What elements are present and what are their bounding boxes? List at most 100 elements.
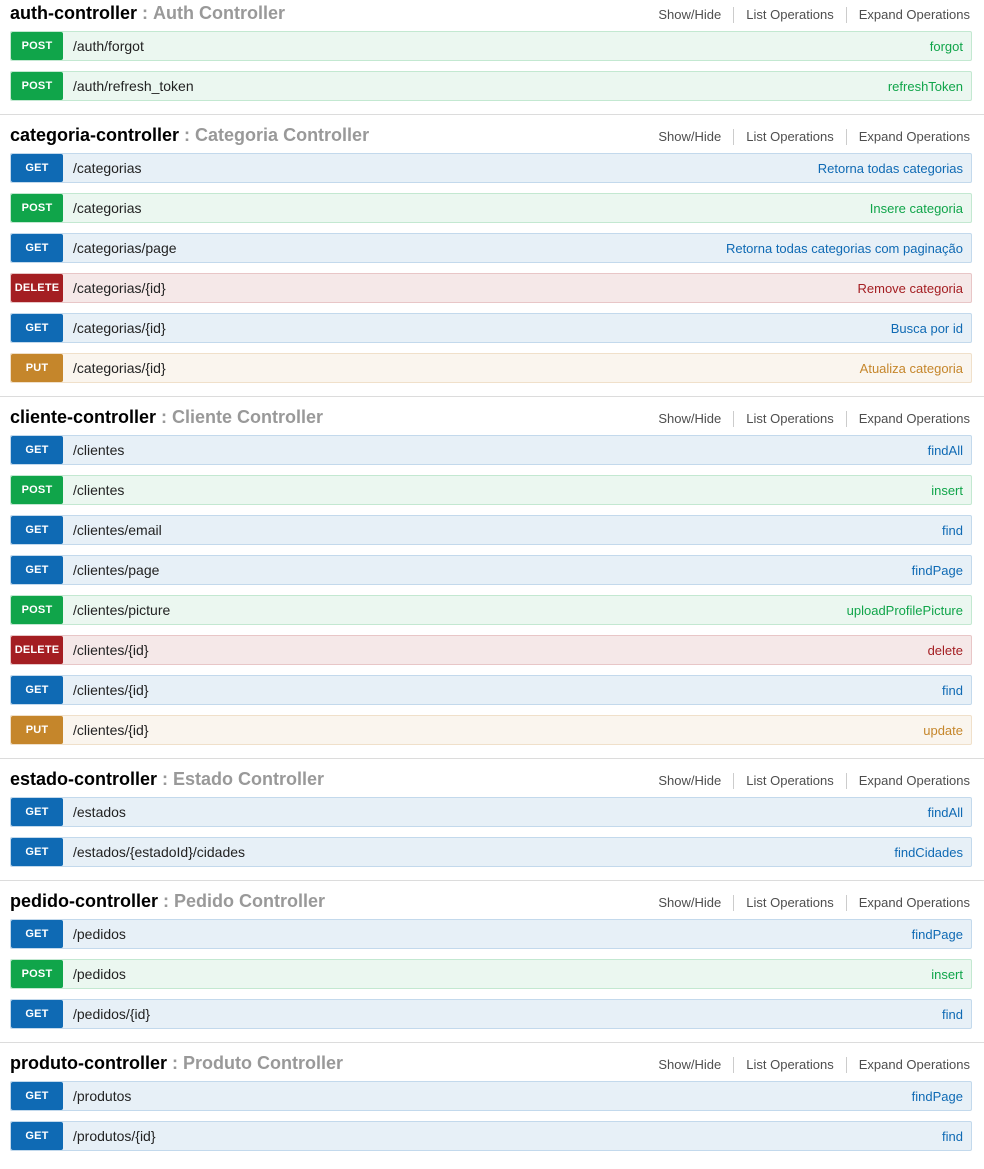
operation-nickname-link[interactable]: refreshToken — [887, 78, 963, 94]
operation-path-link[interactable]: /clientes/{id} — [73, 722, 149, 738]
operation-row[interactable]: GET /clientes/{id} find — [10, 675, 972, 705]
operation-row[interactable]: PUT /clientes/{id} update — [10, 715, 972, 745]
operation-path-link[interactable]: /categorias/{id} — [73, 280, 166, 296]
operation-path-link[interactable]: /clientes — [73, 442, 125, 458]
show-hide-link[interactable]: Show/Hide — [658, 129, 722, 144]
resource-title: pedido-controller: Pedido Controller — [10, 890, 325, 912]
operation-nickname-link[interactable]: update — [923, 722, 963, 738]
expand-operations-link[interactable]: Expand Operations — [845, 895, 972, 911]
operation-row[interactable]: GET /categorias/{id} Busca por id — [10, 313, 972, 343]
operation-path-link[interactable]: /estados — [73, 804, 126, 820]
operation-path-link[interactable]: /pedidos/{id} — [73, 1006, 151, 1022]
show-hide-link[interactable]: Show/Hide — [658, 895, 722, 910]
operation-row[interactable]: GET /clientes/page findPage — [10, 555, 972, 585]
list-operations-link[interactable]: List Operations — [733, 129, 845, 145]
operations-list: GET /clientes findAll POST /clientes ins… — [10, 435, 972, 745]
operation-row[interactable]: POST /clientes/picture uploadProfilePict… — [10, 595, 972, 625]
operation-nickname-link[interactable]: findPage — [911, 1088, 963, 1104]
list-operations-link[interactable]: List Operations — [733, 1057, 845, 1073]
operation-row[interactable]: GET /categorias/page Retorna todas categ… — [10, 233, 972, 263]
operation-row[interactable]: GET /categorias Retorna todas categorias — [10, 153, 972, 183]
operation-nickname-link[interactable]: find — [942, 1128, 963, 1144]
operation-path-link[interactable]: /auth/forgot — [73, 38, 144, 54]
operation-path-link[interactable]: /categorias/{id} — [73, 320, 166, 336]
operation-nickname-link[interactable]: delete — [927, 642, 963, 658]
operation-row[interactable]: GET /estados findAll — [10, 797, 972, 827]
operation-nickname-link[interactable]: Retorna todas categorias — [817, 160, 963, 176]
operation-row[interactable]: POST /clientes insert — [10, 475, 972, 505]
operation-path-link[interactable]: /categorias — [73, 160, 142, 176]
operation-nickname-link[interactable]: Remove categoria — [857, 280, 964, 296]
operation-nickname-link[interactable]: findCidades — [894, 844, 963, 860]
resource-name-link[interactable]: produto-controller — [10, 1053, 167, 1073]
operation-nickname-link[interactable]: insert — [931, 482, 963, 498]
operation-nickname-link[interactable]: findAll — [927, 442, 963, 458]
operation-row[interactable]: GET /clientes findAll — [10, 435, 972, 465]
operation-path-link[interactable]: /produtos/{id} — [73, 1128, 156, 1144]
operation-row[interactable]: DELETE /clientes/{id} delete — [10, 635, 972, 665]
operation-nickname-link[interactable]: findAll — [927, 804, 963, 820]
resource-name-link[interactable]: categoria-controller — [10, 125, 180, 145]
operation-path-link[interactable]: /categorias — [73, 200, 142, 216]
operation-nickname-link[interactable]: findPage — [911, 562, 963, 578]
operation-path-link[interactable]: /clientes/{id} — [73, 682, 149, 698]
operation-path-link[interactable]: /categorias/{id} — [73, 360, 166, 376]
operation-path-link[interactable]: /categorias/page — [73, 240, 177, 256]
operation-path-link[interactable]: /produtos — [73, 1088, 132, 1104]
list-operations-link[interactable]: List Operations — [733, 773, 845, 789]
resource-options: Show/Hide List Operations Expand Operation… — [646, 895, 972, 911]
operations-list: GET /estados findAll GET /estados/{estad… — [10, 797, 972, 867]
expand-operations-link[interactable]: Expand Operations — [845, 773, 972, 789]
show-hide-link[interactable]: Show/Hide — [658, 773, 722, 788]
operation-nickname-link[interactable]: find — [942, 522, 963, 538]
operation-nickname-link[interactable]: insert — [931, 966, 963, 982]
operation-row[interactable]: PUT /categorias/{id} Atualiza categoria — [10, 353, 972, 383]
operation-nickname-link[interactable]: Busca por id — [890, 320, 963, 336]
operation-path-link[interactable]: /auth/refresh_token — [73, 78, 194, 94]
list-operations-link[interactable]: List Operations — [733, 895, 845, 911]
resource-name-link[interactable]: estado-controller — [10, 769, 158, 789]
operation-nickname-link[interactable]: forgot — [929, 38, 963, 54]
list-operations-link[interactable]: List Operations — [733, 411, 845, 427]
operation-path-link[interactable]: /estados/{estadoId}/cidades — [73, 844, 246, 860]
operation-row[interactable]: DELETE /categorias/{id} Remove categoria — [10, 273, 972, 303]
operation-nickname-link[interactable]: uploadProfilePicture — [846, 602, 963, 618]
operation-row[interactable]: GET /pedidos findPage — [10, 919, 972, 949]
operation-path-link[interactable]: /clientes — [73, 482, 125, 498]
show-hide-link[interactable]: Show/Hide — [658, 7, 722, 22]
operation-nickname-link[interactable]: find — [942, 682, 963, 698]
expand-operations-link[interactable]: Expand Operations — [845, 129, 972, 145]
operation-path-link[interactable]: /clientes/page — [73, 562, 160, 578]
expand-operations-link[interactable]: Expand Operations — [845, 411, 972, 427]
operation-nickname-link[interactable]: find — [942, 1006, 963, 1022]
operation-row[interactable]: POST /pedidos insert — [10, 959, 972, 989]
operation-path-link[interactable]: /pedidos — [73, 966, 126, 982]
operation-row[interactable]: POST /auth/refresh_token refreshToken — [10, 71, 972, 101]
resource-separator: : — [163, 891, 169, 911]
operation-row[interactable]: GET /estados/{estadoId}/cidades findCida… — [10, 837, 972, 867]
resource-name-link[interactable]: pedido-controller — [10, 891, 158, 911]
expand-operations-link[interactable]: Expand Operations — [845, 7, 972, 23]
operation-row[interactable]: GET /produtos/{id} find — [10, 1121, 972, 1151]
operation-path-link[interactable]: /clientes/email — [73, 522, 162, 538]
operation-row[interactable]: POST /categorias Insere categoria — [10, 193, 972, 223]
operation-path-link[interactable]: /clientes/picture — [73, 602, 171, 618]
operation-nickname-link[interactable]: Retorna todas categorias com paginação — [725, 240, 963, 256]
resource-name-link[interactable]: cliente-controller — [10, 407, 157, 427]
operation-row[interactable]: GET /produtos findPage — [10, 1081, 972, 1111]
list-operations-link[interactable]: List Operations — [733, 7, 845, 23]
operation-row[interactable]: POST /auth/forgot forgot — [10, 31, 972, 61]
operation-row[interactable]: GET /pedidos/{id} find — [10, 999, 972, 1029]
show-hide-link[interactable]: Show/Hide — [658, 1057, 722, 1072]
show-hide-link[interactable]: Show/Hide — [658, 411, 722, 426]
operation-path-link[interactable]: /pedidos — [73, 926, 126, 942]
operation-nickname-link[interactable]: Insere categoria — [869, 200, 963, 216]
operation-nickname-link[interactable]: findPage — [911, 926, 963, 942]
expand-operations-link[interactable]: Expand Operations — [845, 1057, 972, 1073]
resource-name-link[interactable]: auth-controller — [10, 3, 138, 23]
operation-nickname-link[interactable]: Atualiza categoria — [859, 360, 963, 376]
operation-row[interactable]: GET /clientes/email find — [10, 515, 972, 545]
resource-separator: : — [171, 1053, 178, 1073]
operation-path-link[interactable]: /clientes/{id} — [73, 642, 149, 658]
